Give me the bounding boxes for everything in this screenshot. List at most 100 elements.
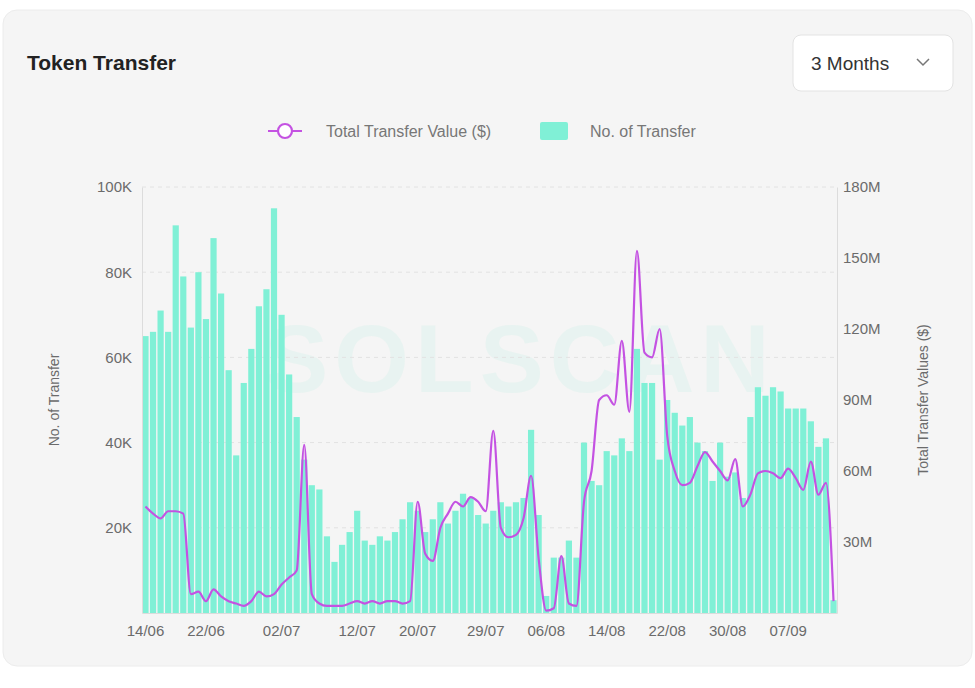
- tick: 12/07: [338, 622, 376, 639]
- axis-x: 14/06 22/06 02/07 12/07 20/07 29/07 06/08 14/08…: [127, 614, 838, 639]
- tick-label: 30M: [843, 533, 872, 550]
- bar: [475, 515, 481, 613]
- bar: [702, 451, 708, 613]
- tick-label: 30/08: [709, 622, 747, 639]
- y-axis-title: No. of Transfer: [46, 353, 62, 446]
- bar: [747, 417, 753, 613]
- tick: 40K: [105, 434, 142, 451]
- axis-line: [837, 188, 838, 614]
- tick: 22/08: [648, 622, 686, 639]
- bar: [679, 426, 685, 613]
- tick-label: 14/06: [127, 622, 165, 639]
- axis-y2ticks: 30M60M90M120M150M180M: [837, 178, 881, 613]
- chart-root: Token Transfer3 MonthsSOLSCAN20K40K60K80…: [0, 0, 975, 688]
- line: [145, 251, 833, 611]
- bar: [505, 507, 511, 614]
- bar: [528, 430, 534, 613]
- bar: [437, 502, 443, 613]
- tick: 14/06: [127, 622, 165, 639]
- bar: [271, 208, 277, 613]
- bar: [641, 383, 647, 613]
- bar: [150, 332, 156, 613]
- tick-label: 60K: [105, 349, 132, 366]
- bar: [248, 349, 254, 613]
- bar: [793, 409, 799, 613]
- tick: 180M: [837, 178, 881, 195]
- bar: [551, 558, 557, 613]
- dropdown-box[interactable]: [793, 35, 953, 91]
- bar: [195, 272, 201, 613]
- tick: 20K: [105, 519, 142, 536]
- bar: [354, 511, 360, 613]
- bar: [725, 477, 731, 613]
- bar: [347, 532, 353, 613]
- tick: 02/07: [263, 622, 301, 639]
- bar: [203, 319, 209, 613]
- tick-label: 22/08: [648, 622, 686, 639]
- legend-item[interactable]: No. of Transfer: [540, 122, 696, 140]
- tick: 60M: [837, 462, 872, 479]
- bar: [626, 451, 632, 613]
- bar: [142, 336, 148, 613]
- tick: 14/08: [588, 622, 626, 639]
- watermark: SOLSCAN: [264, 305, 775, 412]
- bar: [452, 511, 458, 613]
- bar: [180, 276, 186, 613]
- bar: [672, 413, 678, 613]
- dropdown-chevron[interactable]: [917, 59, 929, 65]
- bar: [830, 600, 836, 613]
- bar: [513, 502, 519, 613]
- tick-label: 12/07: [338, 622, 376, 639]
- legend-label: No. of Transfer: [590, 123, 696, 140]
- bar: [218, 294, 224, 614]
- bar: [596, 485, 602, 613]
- tick-label: 22/06: [187, 622, 225, 639]
- tick: 07/09: [769, 622, 807, 639]
- bar: [740, 498, 746, 613]
- card: [3, 10, 972, 666]
- bar: [377, 536, 383, 613]
- bar: [460, 494, 466, 613]
- range-dropdown[interactable]: 3 Months: [793, 35, 953, 91]
- plot-area: [142, 208, 836, 613]
- bar: [815, 447, 821, 613]
- tick: 150M: [837, 249, 881, 266]
- bar: [604, 451, 610, 613]
- bar: [611, 455, 617, 613]
- tick-label: 14/08: [588, 622, 626, 639]
- bar: [619, 438, 625, 613]
- tick-label: 40K: [105, 434, 132, 451]
- bar: [233, 455, 239, 613]
- bar: [762, 396, 768, 613]
- tick-label: 29/07: [467, 622, 505, 639]
- bar: [263, 289, 269, 613]
- tick-label: 20K: [105, 519, 132, 536]
- bar: [278, 315, 284, 613]
- dropdown-label[interactable]: 3 Months: [811, 53, 889, 74]
- bar: [800, 409, 806, 613]
- legend-symbol: [540, 122, 568, 140]
- tick: 06/08: [527, 622, 565, 639]
- bar: [445, 524, 451, 613]
- bar: [316, 489, 322, 613]
- y2-axis-title: Total Transfer Values ($): [915, 324, 931, 475]
- tick: 90M: [837, 391, 872, 408]
- tick-label: 07/09: [769, 622, 807, 639]
- grid-line: [142, 272, 837, 273]
- bar: [483, 524, 489, 613]
- tick-label: 20/07: [399, 622, 437, 639]
- tick-label: 80K: [105, 264, 132, 281]
- bar: [430, 519, 436, 613]
- bar: [339, 545, 345, 613]
- bar: [324, 536, 330, 613]
- tick: 80K: [105, 264, 142, 281]
- axis-yticks: 20K40K60K80K100K: [97, 178, 143, 613]
- bar: [785, 409, 791, 613]
- bar-series: [142, 208, 836, 613]
- bar: [226, 370, 232, 613]
- legend-item[interactable]: Total Transfer Value ($): [268, 123, 491, 140]
- bar: [634, 349, 640, 613]
- tick-label: 150M: [843, 249, 881, 266]
- bar: [657, 460, 663, 613]
- tick: 30M: [837, 533, 872, 550]
